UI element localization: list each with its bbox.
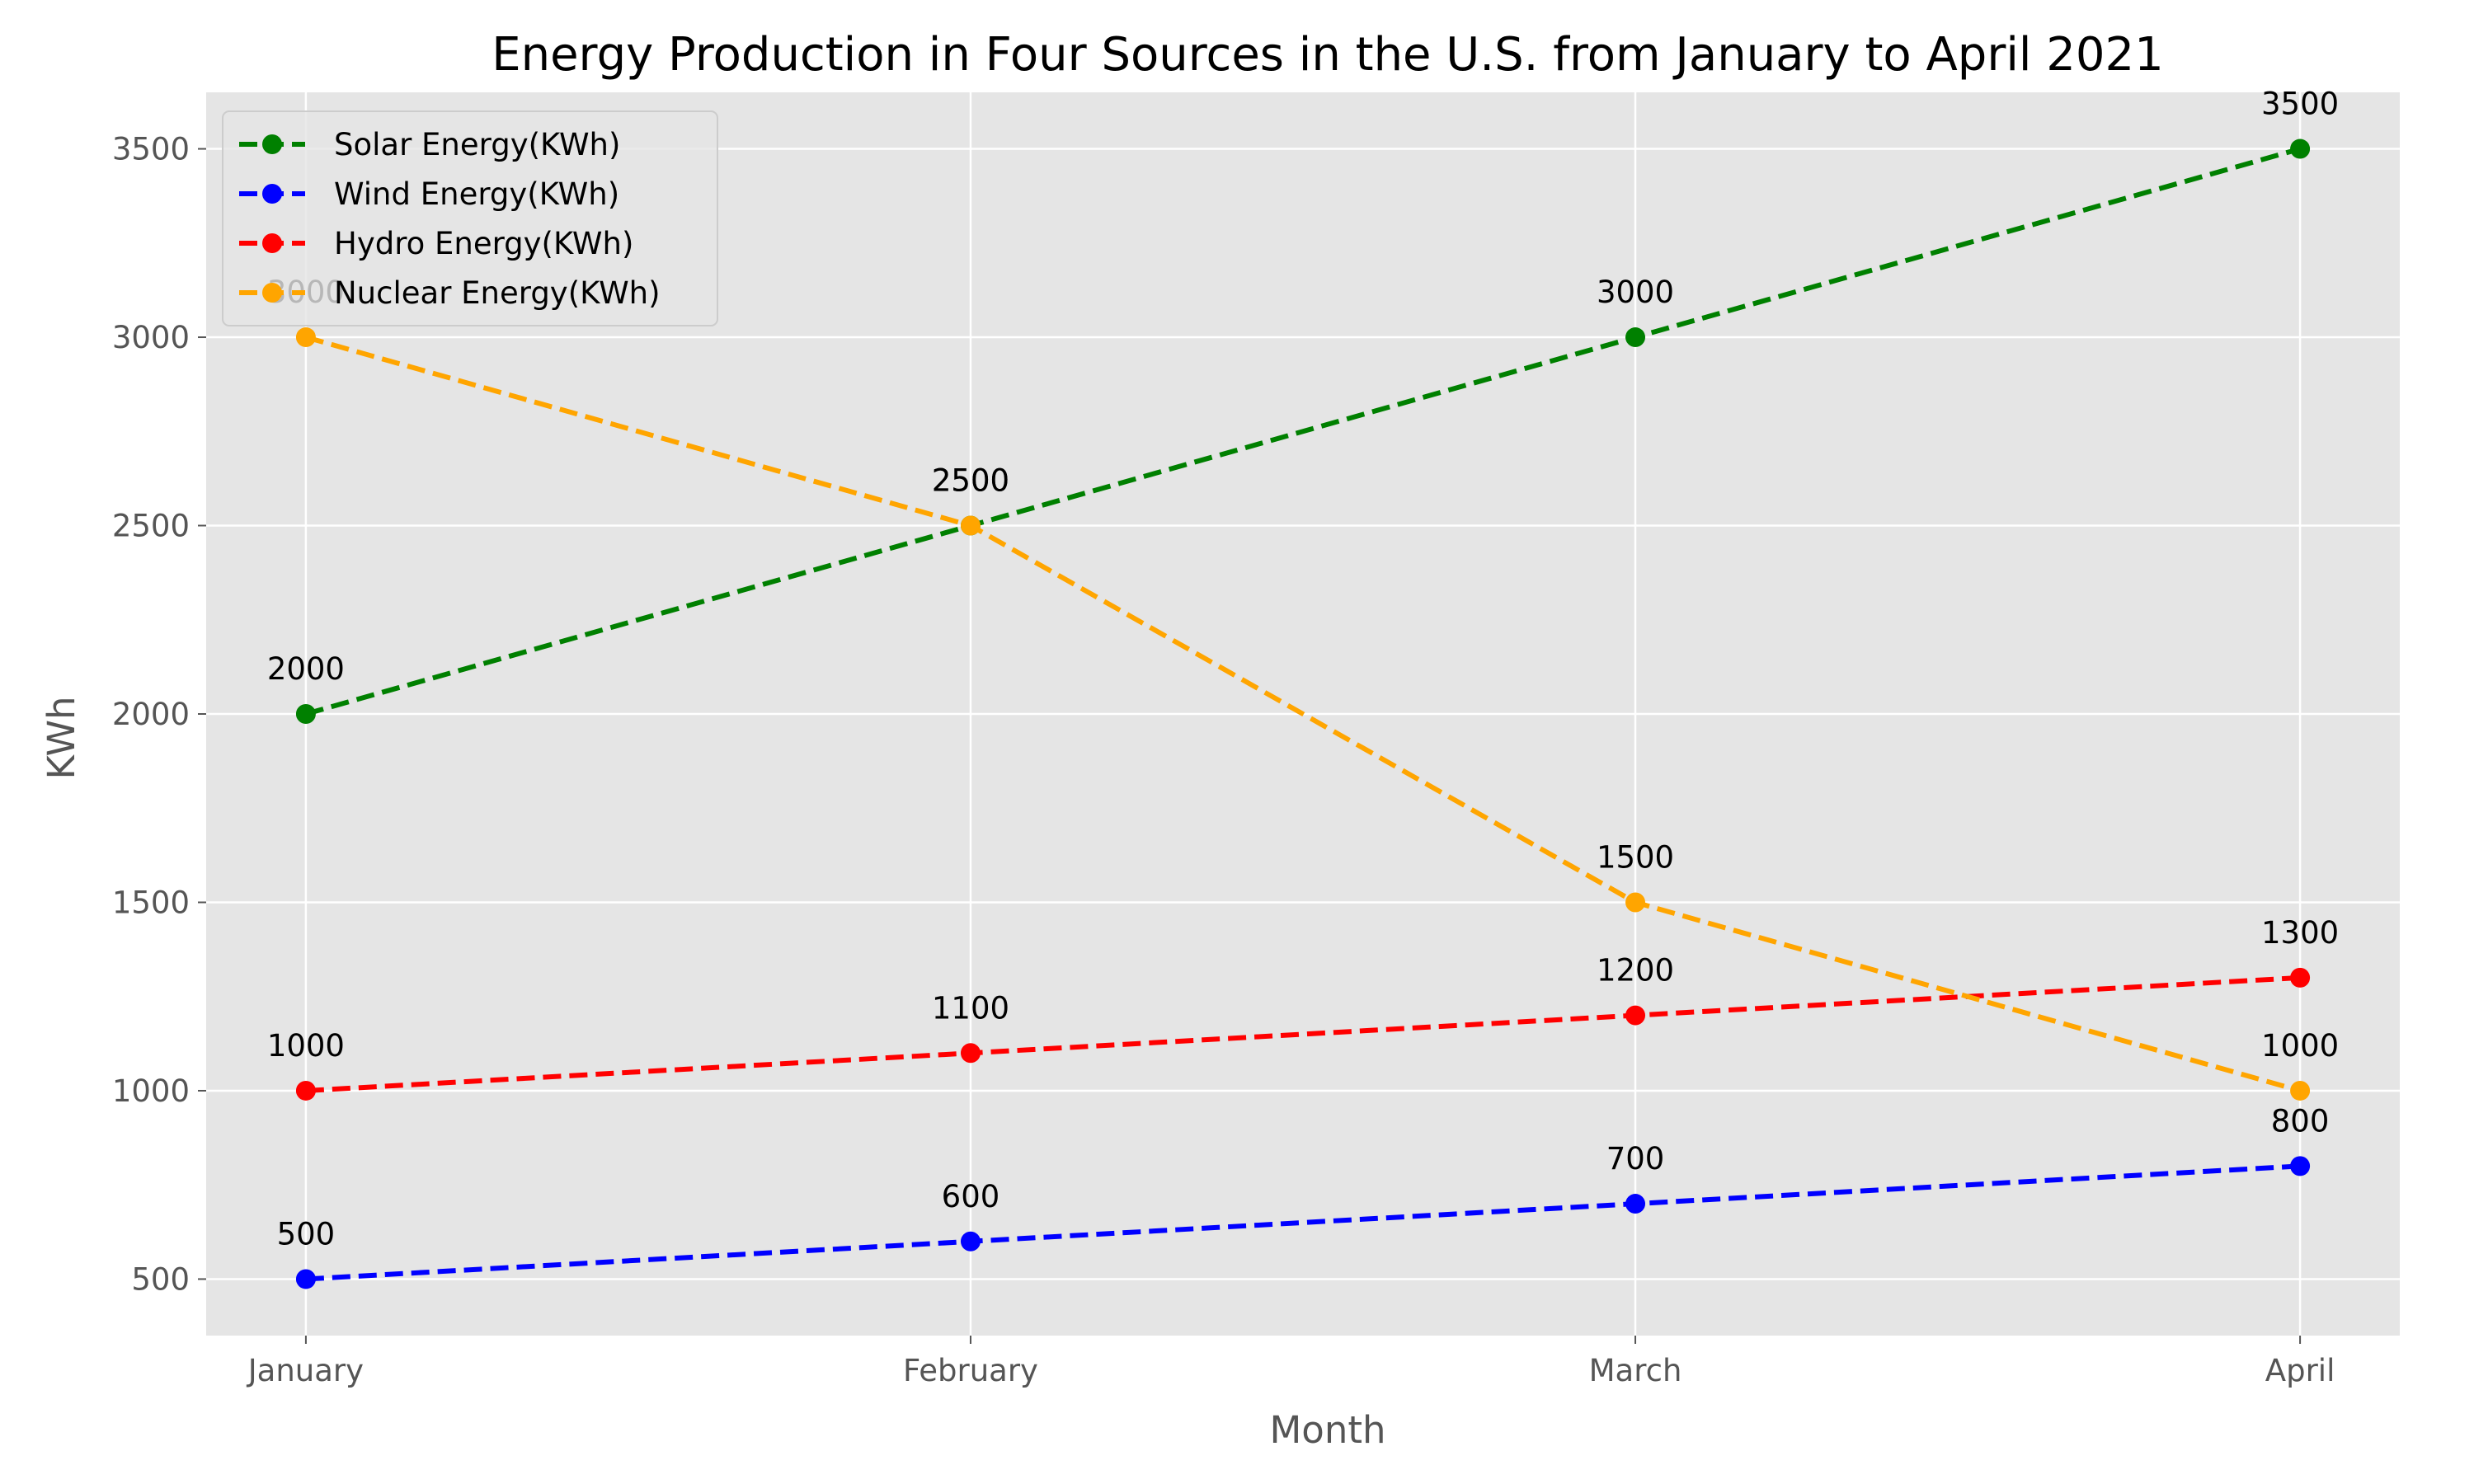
legend-marker bbox=[262, 184, 282, 204]
legend-item: Wind Energy(KWh) bbox=[239, 176, 619, 212]
legend-item: Nuclear Energy(KWh) bbox=[239, 275, 661, 311]
series-line bbox=[305, 1163, 2301, 1282]
data-label: 2500 bbox=[932, 463, 1009, 499]
chart-title: Energy Production in Four Sources in the… bbox=[492, 28, 2164, 82]
x-tick-label: January bbox=[247, 1353, 364, 1388]
data-point bbox=[960, 1231, 981, 1252]
data-point bbox=[295, 1269, 316, 1289]
x-tick-label: February bbox=[903, 1353, 1038, 1388]
data-label: 3500 bbox=[2261, 87, 2339, 122]
data-label: 1500 bbox=[1597, 839, 1674, 875]
x-tick-label: March bbox=[1589, 1353, 1682, 1388]
data-point bbox=[960, 1043, 981, 1064]
x-axis-label: Month bbox=[1269, 1408, 1385, 1452]
data-point bbox=[2290, 139, 2311, 159]
series-1 bbox=[295, 1156, 2311, 1289]
data-point bbox=[295, 1080, 316, 1101]
series-line bbox=[305, 335, 2301, 1093]
series-layer bbox=[295, 139, 2311, 1289]
legend-label: Nuclear Energy(KWh) bbox=[334, 275, 661, 311]
data-labels: 2000 2500 3000 3500 500 600 700 800 1000 1100 1200… bbox=[267, 87, 2339, 1252]
data-label: 1100 bbox=[932, 990, 1009, 1026]
data-label: 700 bbox=[1606, 1141, 1665, 1176]
data-label: 2000 bbox=[267, 651, 345, 687]
data-point bbox=[1625, 1194, 1646, 1214]
data-label: 600 bbox=[942, 1179, 1000, 1214]
data-point bbox=[1625, 1005, 1646, 1026]
legend-item: Solar Energy(KWh) bbox=[239, 127, 620, 162]
data-point bbox=[295, 327, 316, 348]
legend: Solar Energy(KWh) Wind Energy(KWh) Hydro E… bbox=[222, 110, 718, 326]
x-tick-label: April bbox=[2265, 1353, 2335, 1388]
y-axis-label: KWh bbox=[40, 697, 83, 780]
data-label: 500 bbox=[277, 1216, 336, 1252]
data-point bbox=[1625, 327, 1646, 348]
y-tick-label: 2000 bbox=[112, 697, 190, 732]
y-tick-label: 2500 bbox=[112, 509, 190, 544]
data-label: 2500 bbox=[932, 463, 1009, 499]
data-label: 1000 bbox=[267, 1028, 345, 1064]
data-label: 800 bbox=[2271, 1103, 2330, 1139]
data-point bbox=[2290, 967, 2311, 988]
y-tick-label: 3000 bbox=[112, 320, 190, 355]
data-point bbox=[960, 515, 981, 536]
data-point bbox=[295, 704, 316, 724]
data-label: 1000 bbox=[2261, 1028, 2339, 1064]
legend-item: Hydro Energy(KWh) bbox=[239, 226, 633, 261]
series-line bbox=[305, 146, 2301, 716]
y-tick-label: 1500 bbox=[112, 885, 190, 920]
data-point bbox=[1625, 892, 1646, 913]
legend-marker bbox=[262, 134, 282, 154]
legend-label: Solar Energy(KWh) bbox=[334, 127, 620, 162]
series-3 bbox=[295, 327, 2311, 1101]
legend-label: Hydro Energy(KWh) bbox=[334, 226, 633, 261]
y-axis-ticks: 500 1000 1500 2000 2500 3000 3500 bbox=[112, 132, 206, 1297]
data-point bbox=[2290, 1156, 2311, 1176]
y-tick-label: 500 bbox=[131, 1261, 190, 1297]
data-label: 3000 bbox=[1597, 275, 1674, 310]
data-label: 1300 bbox=[2261, 915, 2339, 951]
legend-box bbox=[222, 110, 718, 326]
data-label: 1200 bbox=[1597, 953, 1674, 989]
x-axis-ticks: January February March April bbox=[247, 1336, 2335, 1388]
y-tick-label: 3500 bbox=[112, 132, 190, 167]
legend-marker bbox=[262, 283, 282, 303]
legend-marker bbox=[262, 233, 282, 253]
legend-label: Wind Energy(KWh) bbox=[334, 176, 619, 212]
y-tick-label: 1000 bbox=[112, 1073, 190, 1109]
data-point bbox=[2290, 1080, 2311, 1101]
